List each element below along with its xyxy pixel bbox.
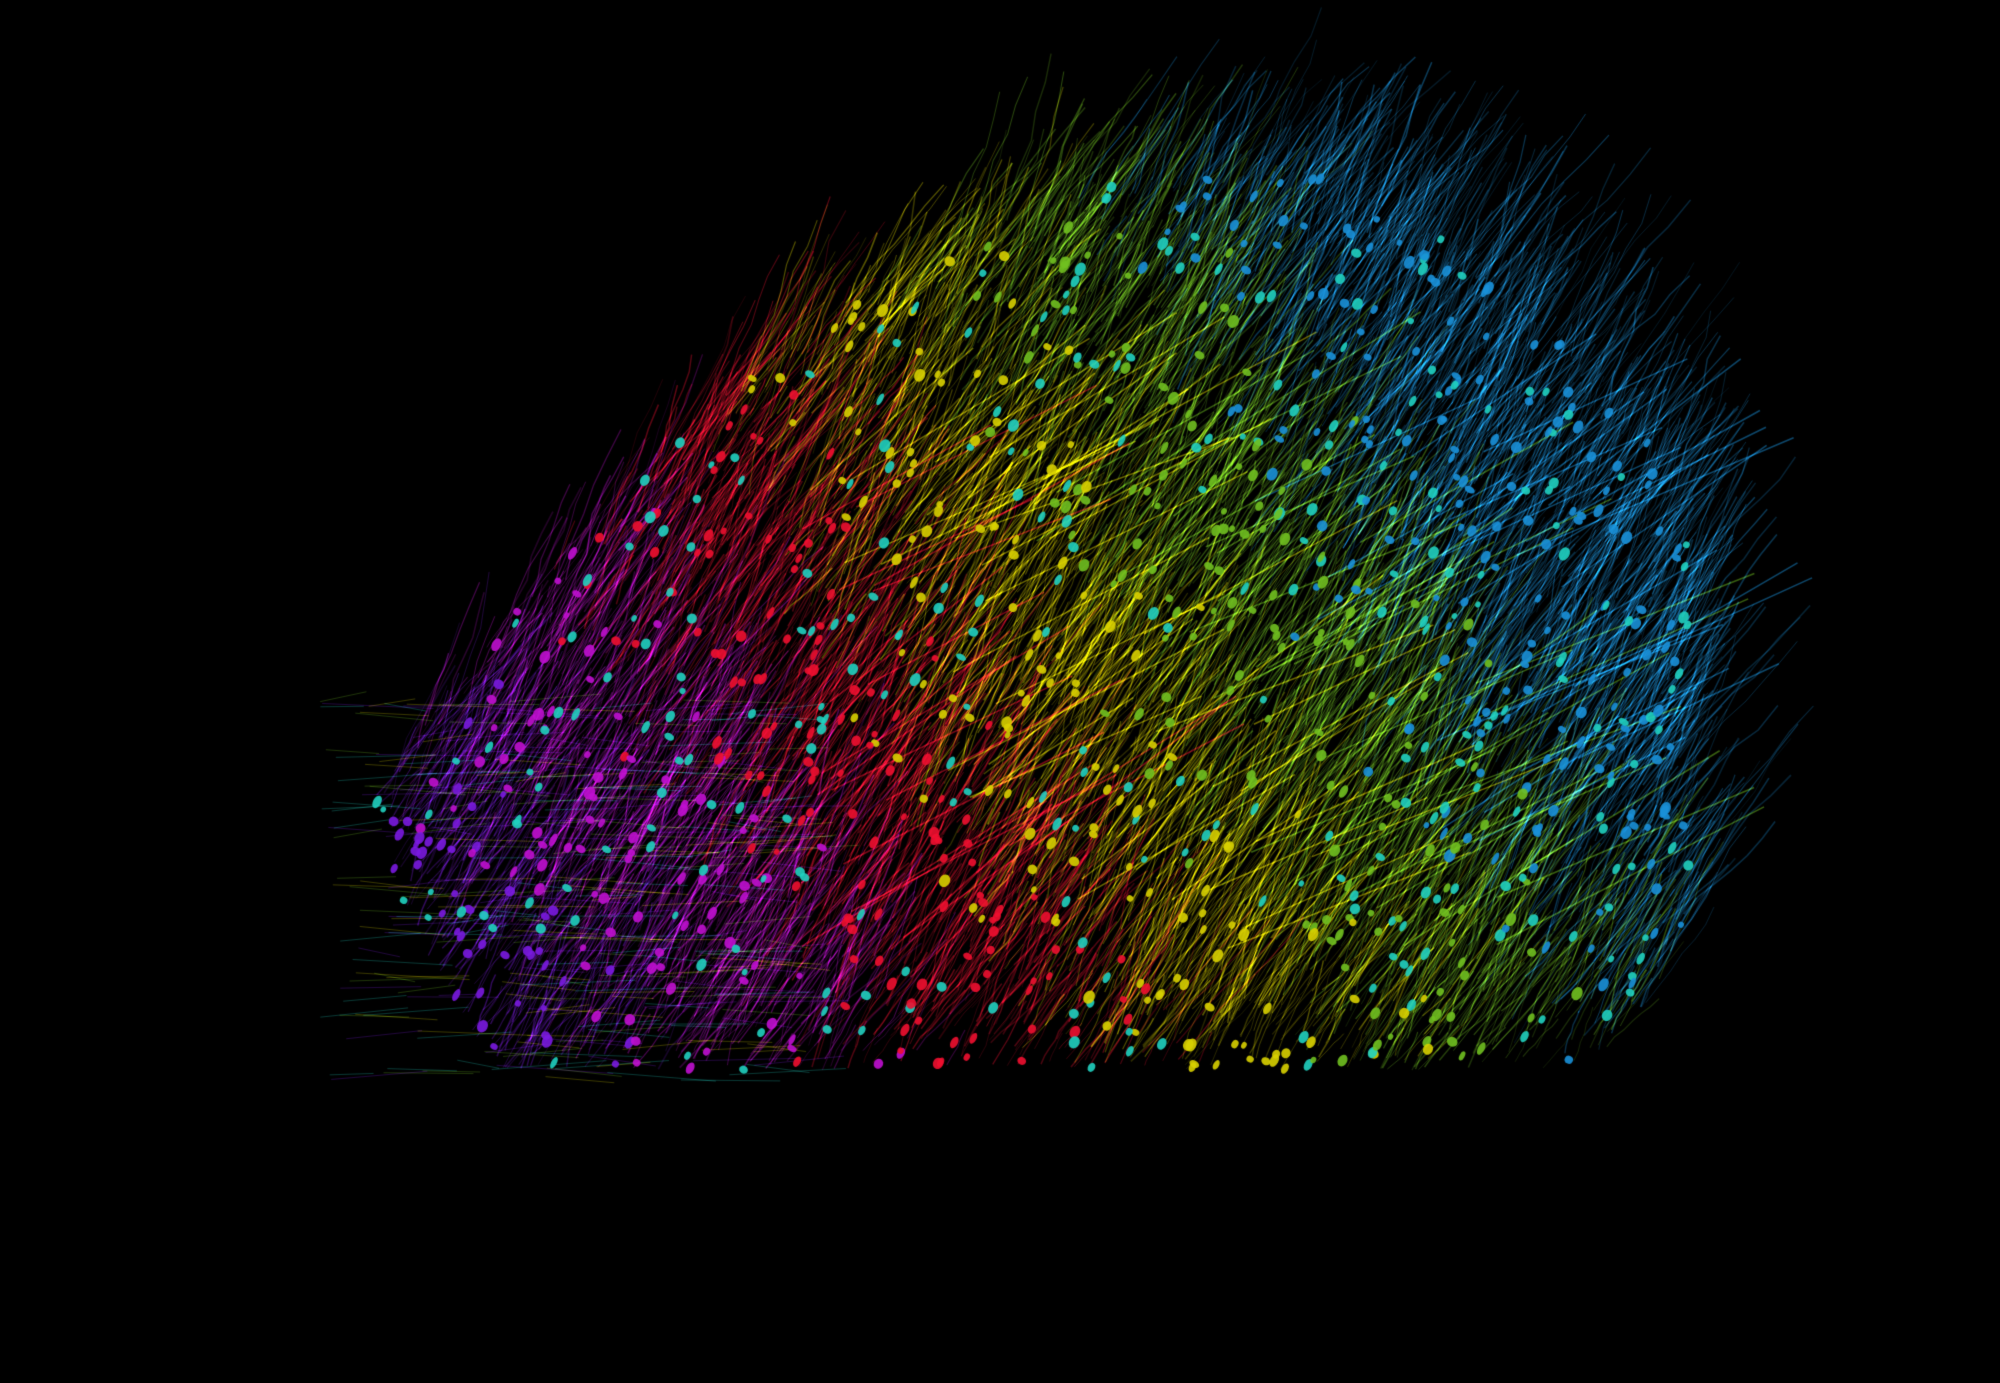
neuron-reconstruction-image — [0, 0, 2000, 1383]
